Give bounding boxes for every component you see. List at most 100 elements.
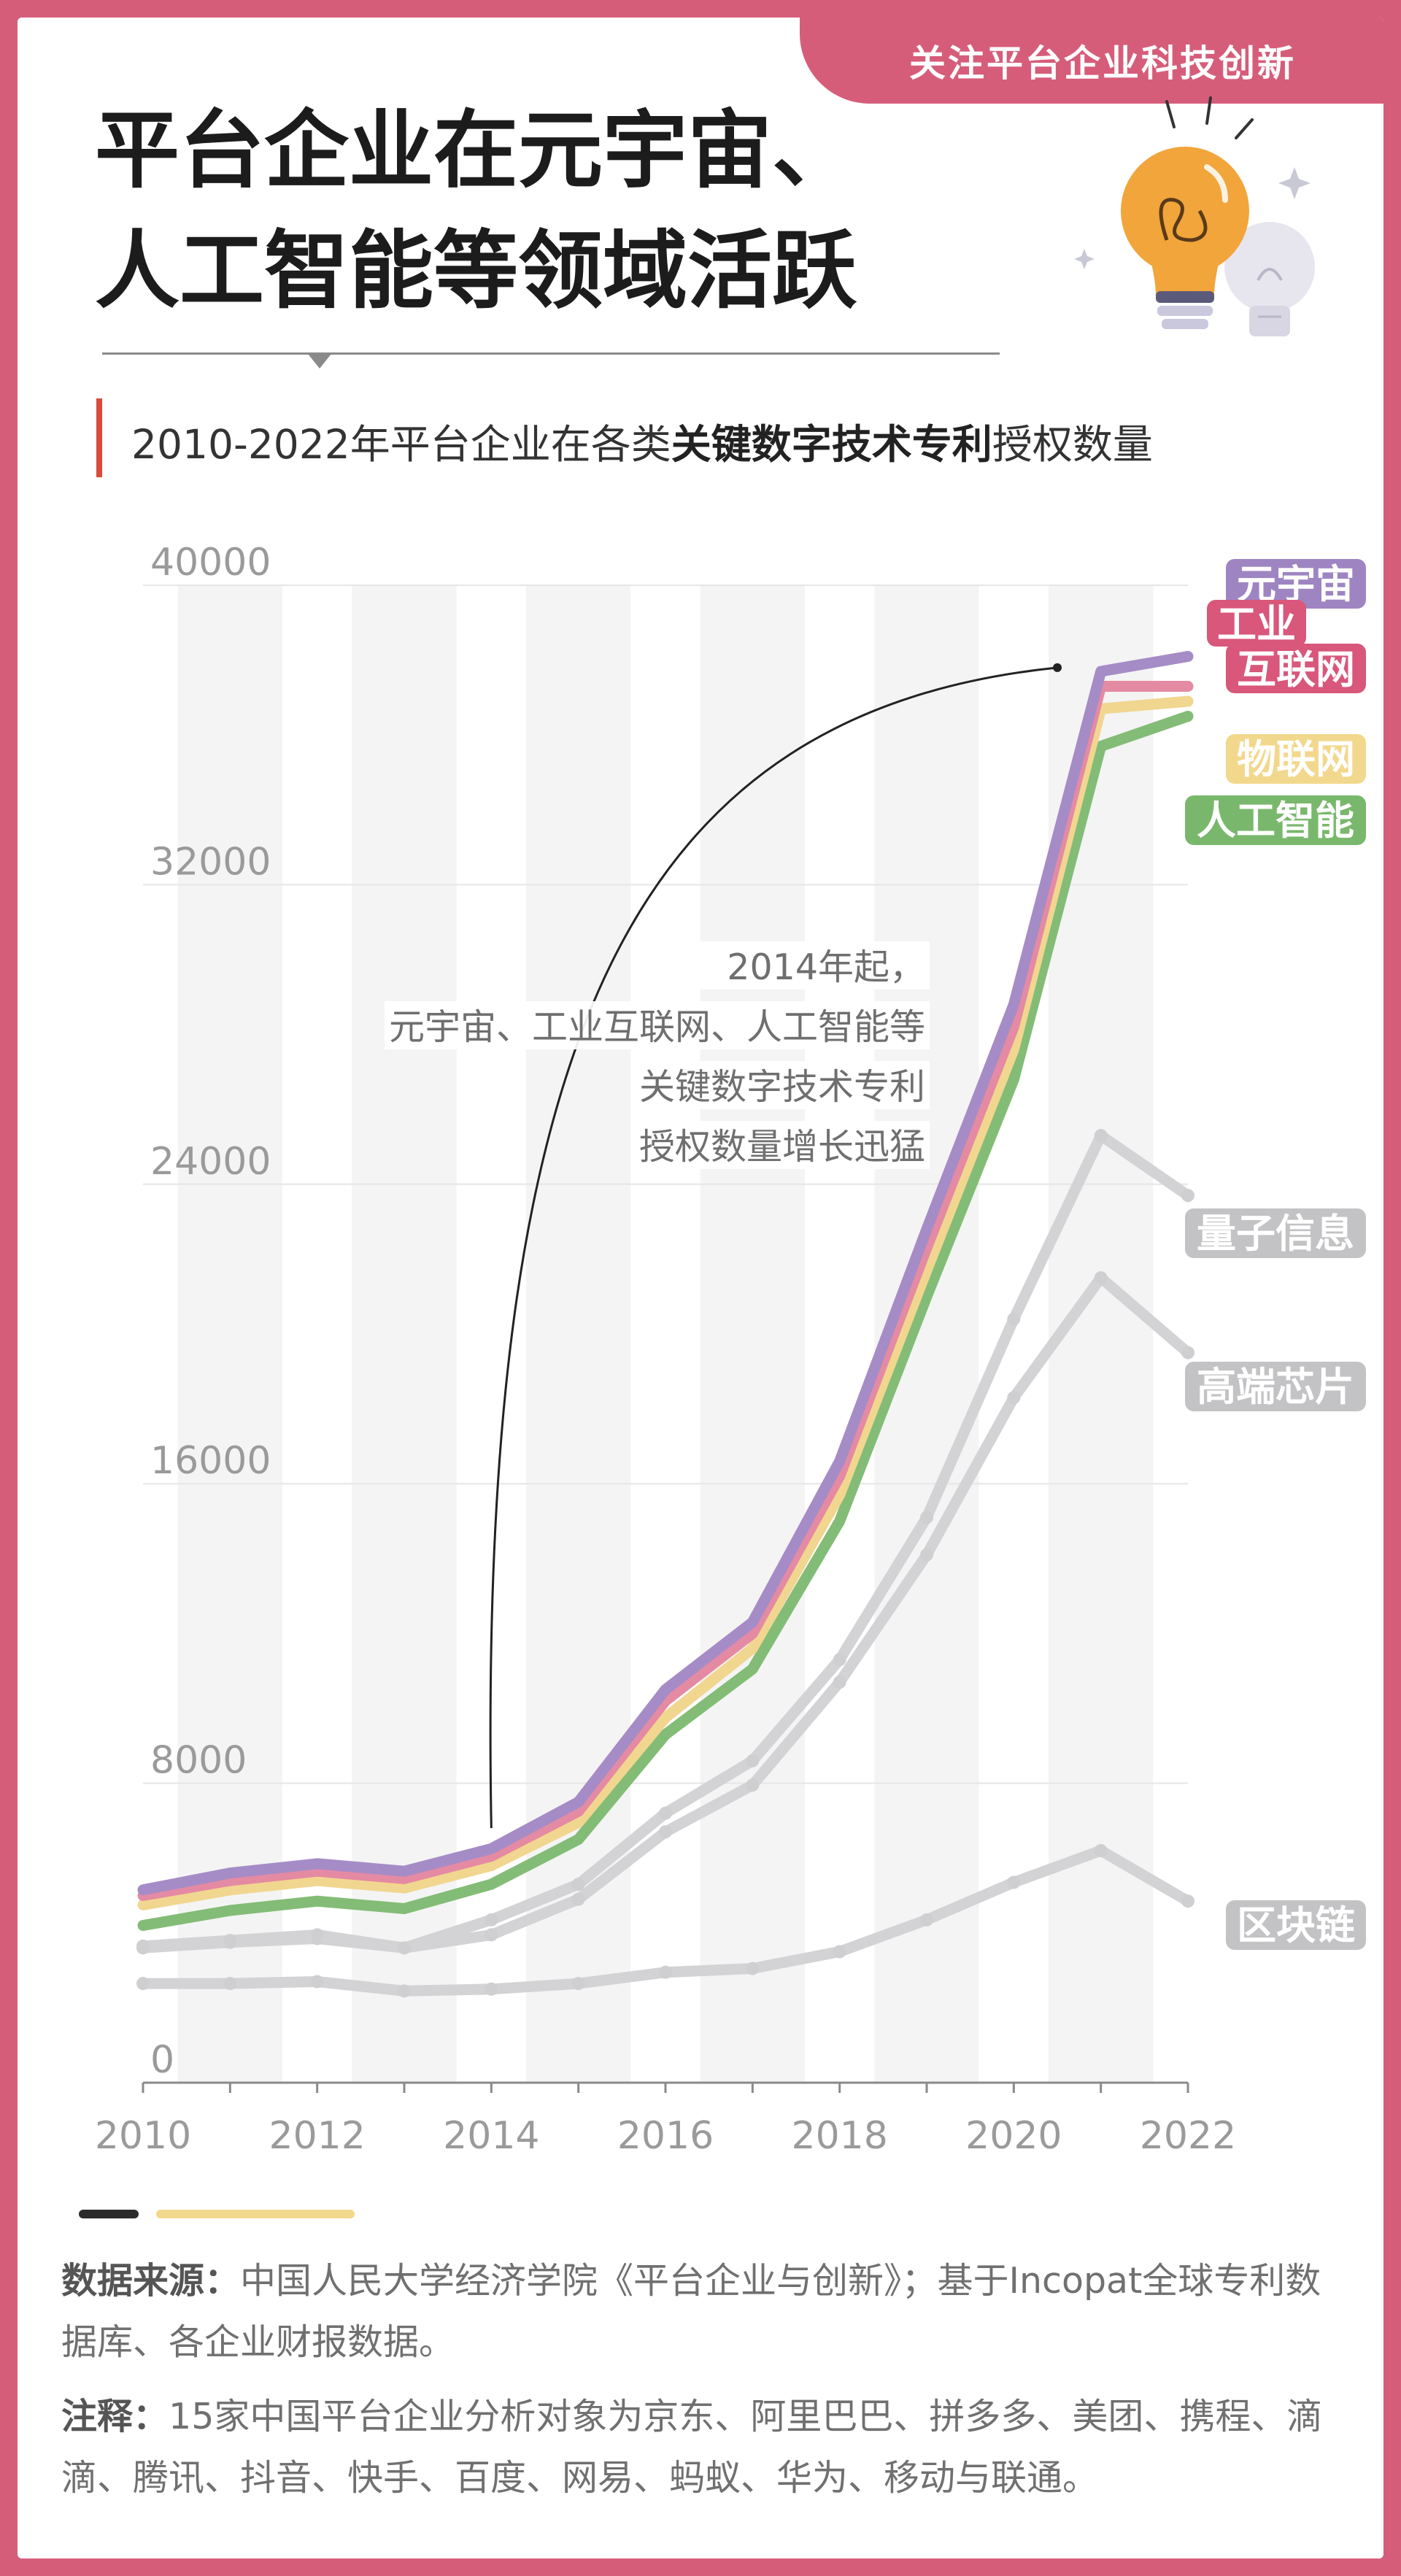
series-label-bg [1226, 1900, 1366, 1950]
series-point [1181, 1894, 1194, 1908]
poster-card: 关注平台企业科技创新 平台企业在元宇宙、 人工智能等领域活跃 [18, 18, 1383, 2558]
series-point [398, 1984, 411, 1998]
annotation-arrow [489, 666, 1058, 1829]
series-point [659, 1825, 672, 1839]
series-lines [136, 651, 1194, 1998]
patent-line-chart: 0 8000 16000 24000 32000 40000 2010 2012 2014 201… [95, 541, 1366, 2158]
series-point [223, 1934, 237, 1948]
series-label: 工业 [1217, 601, 1296, 647]
series-point [746, 1962, 760, 1975]
series-point [571, 1878, 585, 1891]
main-title-line-2: 人工智能等领域活跃 [95, 222, 857, 320]
series-point [1007, 1875, 1021, 1889]
series-label-bg [1207, 600, 1306, 647]
series-label: 高端芯片 [1197, 1364, 1354, 1410]
series-point [833, 1945, 846, 1959]
series-line-1 [137, 651, 1194, 1896]
series-label-bg [1226, 559, 1366, 609]
note-label: 注释： [61, 2396, 169, 2437]
series-point [136, 1977, 150, 1991]
series-line-6 [137, 1272, 1194, 1954]
gridlines [143, 585, 1188, 2083]
series-point [223, 1977, 237, 1991]
title-divider [102, 352, 1000, 355]
annotation-text: 关键数字技术专利 [639, 1066, 925, 1108]
series-point [1007, 1312, 1021, 1326]
series-label: 元宇宙 [1237, 561, 1355, 607]
sparkle-icon [1074, 96, 1311, 269]
data-source: 数据来源：中国人民大学经济学院《平台企业与创新》；基于Incopat全球专利数据… [61, 2251, 1346, 2373]
annotation-text: 2014年起， [727, 946, 925, 988]
series-point [310, 1928, 324, 1942]
annotation-bg [385, 1001, 930, 1049]
y-tick-label: 32000 [150, 840, 271, 884]
series-point [398, 1941, 411, 1955]
series-point [920, 1913, 933, 1927]
series-label-bg [1185, 1362, 1366, 1411]
series-label-bg [1185, 1208, 1366, 1258]
note: 注释：15家中国平台企业分析对象为京东、阿里巴巴、拼多多、美团、携程、滴滴、腾讯… [61, 2386, 1346, 2509]
series-label-bg [1226, 644, 1366, 693]
footer-notes: 数据来源：中国人民大学经济学院《平台企业与创新》；基于Incopat全球专利数据… [61, 2251, 1346, 2522]
x-tick-label: 2012 [269, 2114, 365, 2158]
series-point [485, 1982, 498, 1996]
series-point [746, 1778, 760, 1792]
annotation-arrow-head [1053, 663, 1062, 672]
footer-bar-light [156, 2210, 355, 2218]
title-divider-pointer [308, 354, 331, 369]
series-point [1181, 1346, 1194, 1360]
annotation-bg [635, 1121, 930, 1169]
lightbulb-icon [1074, 96, 1315, 336]
annotation-text: 元宇宙、工业互联网、人工智能等 [389, 1006, 925, 1048]
x-tick-label: 2022 [1140, 2114, 1236, 2158]
y-tick-label: 40000 [150, 541, 271, 585]
chart-subtitle: 2010-2022年平台企业在各类关键数字技术专利授权数量 [131, 412, 1153, 470]
series-point [659, 1965, 672, 1979]
data-source-label: 数据来源： [61, 2260, 241, 2302]
x-tick-label: 2016 [617, 2114, 714, 2158]
corner-tag: 关注平台企业科技创新 [800, 18, 1383, 104]
series-line-4 [137, 711, 1194, 1931]
series-line-3 [137, 695, 1194, 1910]
series-point [1007, 1391, 1021, 1405]
annotation-bg [671, 941, 930, 990]
series-line-2 [137, 681, 1194, 1901]
series-label: 物联网 [1237, 736, 1355, 782]
series-point [136, 1939, 150, 1953]
subtitle-part-1: 2010-2022年平台企业在各类 [131, 421, 671, 468]
series-point [920, 1511, 933, 1524]
year-band [177, 585, 282, 2083]
subtitle-accent-bar [96, 398, 102, 477]
series-point [659, 1806, 672, 1820]
series-point [833, 1675, 846, 1689]
data-source-text: 中国人民大学经济学院《平台企业与创新》；基于Incopat全球专利数据库、各企业… [61, 2260, 1321, 2363]
series-label-bg [1226, 734, 1366, 784]
y-tick-label: 0 [150, 2038, 174, 2082]
y-tick-label: 24000 [150, 1140, 271, 1184]
series-point [746, 1754, 760, 1767]
subtitle-part-2: 授权数量 [992, 421, 1153, 468]
y-tick-label: 16000 [150, 1439, 271, 1483]
series-point [571, 1892, 585, 1906]
series-label: 人工智能 [1197, 798, 1354, 844]
series-point [485, 1913, 498, 1927]
y-tick-label: 8000 [150, 1739, 247, 1783]
subtitle-bold-part: 关键数字技术专利 [671, 421, 992, 468]
x-tick-label: 2018 [791, 2114, 887, 2158]
main-title-line-1: 平台企业在元宇宙、 [95, 101, 857, 200]
series-label-bg [1185, 795, 1366, 845]
series-point [485, 1928, 498, 1942]
x-tick-label: 2020 [965, 2114, 1062, 2158]
note-text: 15家中国平台企业分析对象为京东、阿里巴巴、拼多多、美团、携程、滴滴、腾讯、抖音… [61, 2396, 1323, 2499]
axes: 0 8000 16000 24000 32000 40000 2010 2012 2014 201… [95, 541, 1236, 2158]
big-bulb-icon [1121, 147, 1249, 329]
x-tick-label: 2010 [95, 2114, 191, 2158]
series-point [310, 1975, 324, 1989]
series-point [1094, 1129, 1108, 1143]
series-point [833, 1653, 846, 1667]
series-label: 区块链 [1237, 1902, 1355, 1948]
small-bulb-icon [1224, 222, 1315, 336]
annotation-bg [635, 1061, 930, 1109]
